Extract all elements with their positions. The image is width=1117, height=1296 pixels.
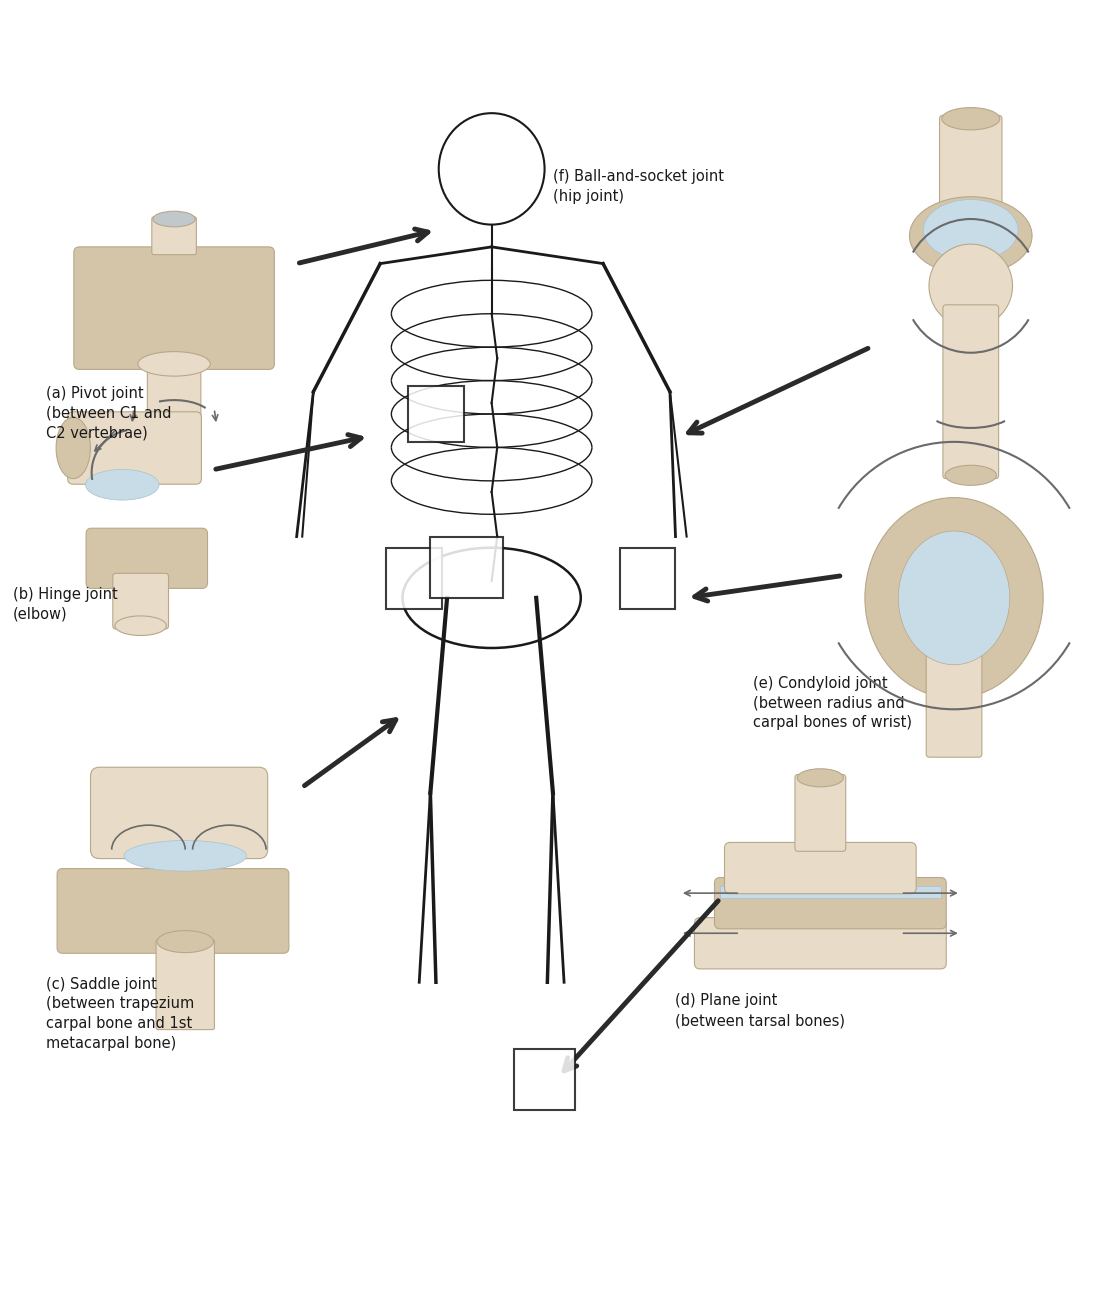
Ellipse shape <box>924 200 1018 260</box>
FancyBboxPatch shape <box>113 573 169 629</box>
Ellipse shape <box>945 465 996 485</box>
Ellipse shape <box>460 152 474 163</box>
FancyBboxPatch shape <box>725 842 916 894</box>
FancyBboxPatch shape <box>926 639 982 757</box>
Text: (c) Saddle joint
(between trapezium
carpal bone and 1st
metacarpal bone): (c) Saddle joint (between trapezium carp… <box>46 977 194 1051</box>
FancyBboxPatch shape <box>715 877 946 929</box>
Ellipse shape <box>137 351 210 376</box>
Text: (e) Condyloid joint
(between radius and
carpal bones of wrist): (e) Condyloid joint (between radius and … <box>754 675 913 731</box>
Ellipse shape <box>798 769 843 787</box>
FancyBboxPatch shape <box>514 1050 575 1111</box>
Ellipse shape <box>157 931 213 953</box>
Ellipse shape <box>490 152 504 163</box>
Ellipse shape <box>929 244 1012 328</box>
Ellipse shape <box>124 841 247 871</box>
Ellipse shape <box>909 197 1032 275</box>
FancyBboxPatch shape <box>57 868 289 954</box>
Bar <box>720 886 941 898</box>
FancyBboxPatch shape <box>430 537 503 597</box>
FancyBboxPatch shape <box>695 918 946 969</box>
FancyBboxPatch shape <box>156 940 214 1029</box>
Ellipse shape <box>86 469 159 500</box>
Text: (a) Pivot joint
(between C1 and
C2 vertebrae): (a) Pivot joint (between C1 and C2 verte… <box>46 386 171 441</box>
FancyBboxPatch shape <box>385 548 441 609</box>
Ellipse shape <box>898 531 1010 665</box>
Ellipse shape <box>153 211 195 227</box>
FancyBboxPatch shape <box>147 356 201 438</box>
FancyBboxPatch shape <box>68 412 201 485</box>
Ellipse shape <box>56 417 90 478</box>
Text: (b) Hinge joint
(elbow): (b) Hinge joint (elbow) <box>12 587 117 622</box>
Text: (f) Ball-and-socket joint
(hip joint): (f) Ball-and-socket joint (hip joint) <box>553 168 724 203</box>
FancyBboxPatch shape <box>86 529 208 588</box>
FancyBboxPatch shape <box>795 775 846 851</box>
FancyBboxPatch shape <box>939 115 1002 233</box>
Ellipse shape <box>439 113 545 224</box>
Ellipse shape <box>402 548 581 648</box>
Ellipse shape <box>942 108 1000 130</box>
FancyBboxPatch shape <box>152 216 197 255</box>
FancyBboxPatch shape <box>74 246 275 369</box>
FancyBboxPatch shape <box>943 305 999 478</box>
FancyBboxPatch shape <box>408 386 464 442</box>
Ellipse shape <box>115 616 166 635</box>
Ellipse shape <box>865 498 1043 699</box>
Text: (d) Plane joint
(between tarsal bones): (d) Plane joint (between tarsal bones) <box>676 994 846 1028</box>
FancyBboxPatch shape <box>90 767 268 858</box>
FancyBboxPatch shape <box>620 548 676 609</box>
